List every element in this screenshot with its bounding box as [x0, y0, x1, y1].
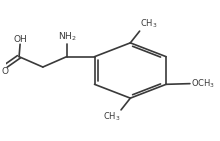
Text: O: O	[1, 67, 8, 76]
Text: CH$_3$: CH$_3$	[140, 18, 158, 30]
Text: CH$_3$: CH$_3$	[103, 111, 121, 123]
Text: OH: OH	[13, 35, 27, 44]
Text: NH$_2$: NH$_2$	[58, 30, 77, 43]
Text: OCH$_3$: OCH$_3$	[191, 77, 215, 90]
